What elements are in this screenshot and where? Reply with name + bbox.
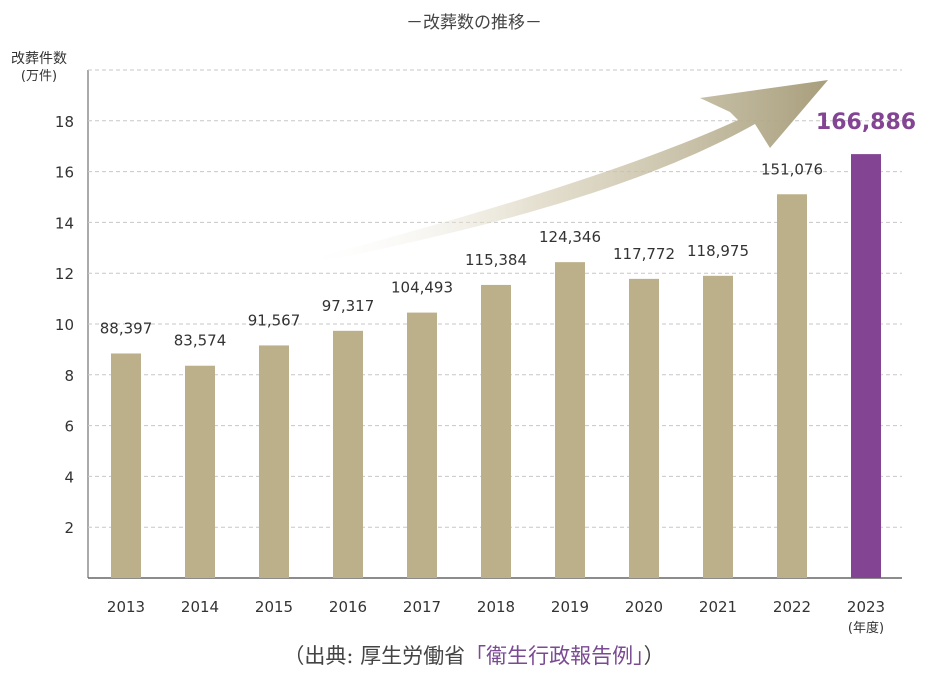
y-tick-label: 14 (55, 214, 74, 232)
chart-title: －改葬数の推移－ (406, 13, 542, 33)
value-label-2013: 88,397 (100, 319, 153, 337)
x-axis-unit: (年度) (848, 620, 884, 636)
bar-2022 (777, 194, 807, 578)
value-label-2019: 124,346 (539, 228, 601, 246)
value-label-2021: 118,975 (687, 242, 749, 260)
y-tick-label: 10 (55, 316, 74, 334)
source-note: （出典: 厚生労働省「衛生行政報告例」） (0, 640, 948, 670)
x-tick-label: 2017 (403, 598, 441, 616)
x-tick-label: 2023 (847, 598, 885, 616)
bar-2015 (259, 345, 289, 578)
bar-2020 (629, 278, 659, 578)
value-label-2014: 83,574 (174, 332, 227, 350)
bar-2023 (851, 154, 881, 578)
y-tick-label: 16 (55, 164, 74, 182)
value-label-2015: 91,567 (248, 311, 301, 329)
trend-arrow (298, 80, 828, 266)
x-tick-label: 2014 (181, 598, 219, 616)
x-tick-label: 2020 (625, 598, 663, 616)
x-tick-label: 2021 (699, 598, 737, 616)
x-tick-label: 2019 (551, 598, 589, 616)
y-tick-label: 12 (55, 265, 74, 283)
y-axis-title: 改葬件数 (万件) (4, 50, 74, 86)
value-label-2018: 115,384 (465, 251, 527, 269)
bar-2013 (111, 353, 141, 578)
source-prefix: （出典: 厚生労働省 (283, 644, 466, 668)
y-axis-unit: (万件) (20, 69, 58, 84)
y-axis-label: 改葬件数 (11, 51, 67, 67)
y-tick-label: 8 (64, 367, 74, 385)
y-tick-label: 2 (64, 519, 74, 537)
value-label-2016: 97,317 (322, 297, 375, 315)
value-label-2022: 151,076 (761, 160, 823, 178)
bar-2019 (555, 262, 585, 578)
bar-2021 (703, 275, 733, 578)
x-tick-label: 2015 (255, 598, 293, 616)
value-label-2023: 166,886 (816, 110, 916, 135)
source-suffix: ） (643, 644, 665, 668)
bar-2018 (481, 284, 511, 578)
x-tick-label: 2016 (329, 598, 367, 616)
value-label-2020: 117,772 (613, 245, 675, 263)
x-tick-label: 2018 (477, 598, 515, 616)
bar-2016 (333, 330, 363, 578)
bar-2017 (407, 312, 437, 578)
bar-2014 (185, 365, 215, 578)
y-tick-label: 6 (64, 418, 74, 436)
y-tick-label: 18 (55, 113, 74, 131)
x-tick-label: 2022 (773, 598, 811, 616)
x-tick-label: 2013 (107, 598, 145, 616)
y-tick-label: 4 (64, 468, 74, 486)
source-publication: 「衛生行政報告例」 (465, 644, 644, 668)
value-label-2017: 104,493 (391, 279, 453, 297)
